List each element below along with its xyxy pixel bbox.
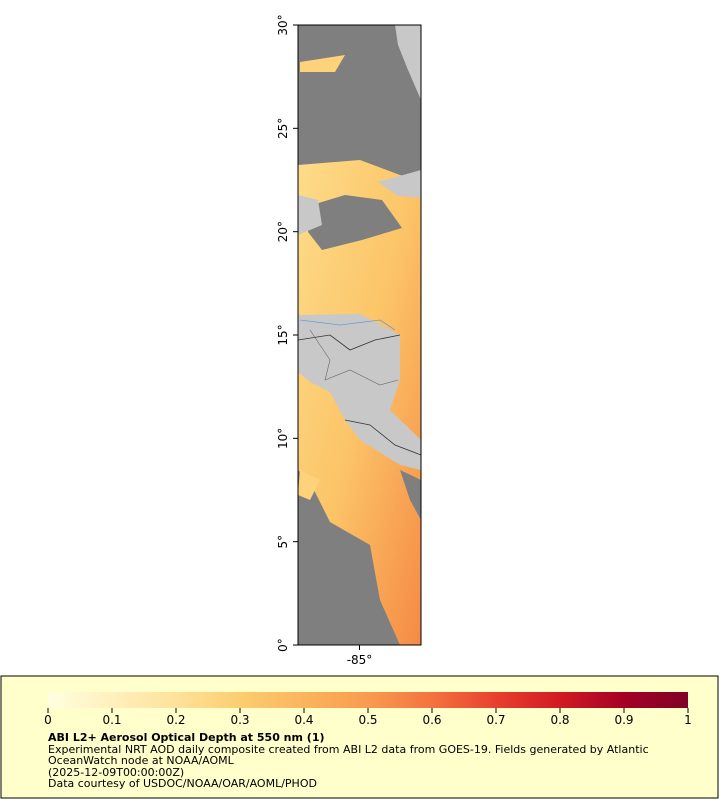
- colorbar-tick-label: 0.4: [294, 713, 313, 727]
- map-image: [297, 24, 422, 646]
- border: [344, 419, 422, 456]
- aod-patch: [298, 470, 320, 500]
- colorbar-tick-label: 0.1: [102, 713, 121, 727]
- land: [298, 314, 421, 470]
- legend-line: Experimental NRT AOD daily composite cre…: [48, 742, 649, 768]
- land: [395, 25, 421, 100]
- legend-text: ABI L2+ Aerosol Optical Depth at 550 nm …: [48, 732, 678, 790]
- colorbar-tick-label: 0.5: [358, 713, 377, 727]
- colorbar-tick-label: 0: [44, 713, 52, 727]
- border: [309, 329, 399, 386]
- legend-line: (2025-12-09T00:00:00Z): [48, 765, 185, 779]
- nodata-patch: [308, 195, 402, 250]
- colorbar-tick-label: 0.6: [422, 713, 441, 727]
- y-tick-label: 0°: [276, 638, 290, 652]
- y-tick-label: 5°: [276, 535, 290, 549]
- colorbar-tick-label: 0.9: [614, 713, 633, 727]
- colorbar: [48, 692, 688, 708]
- legend-line: Data courtesy of USDOC/NOAA/OAR/AOML/PHO…: [48, 777, 317, 791]
- y-tick-label: 20°: [276, 221, 290, 242]
- colorbar-tick-label: 1: [684, 713, 692, 727]
- colorbar-tick-label: 0.8: [550, 713, 569, 727]
- nodata-patch: [298, 522, 392, 645]
- land: [298, 195, 322, 235]
- land: [378, 170, 421, 198]
- colorbar-tick-label: 0.3: [230, 713, 249, 727]
- border: [297, 334, 401, 351]
- y-tick-label: 30°: [276, 14, 290, 35]
- aod-patch: [300, 55, 345, 72]
- colorbar-tick-label: 0.7: [486, 713, 505, 727]
- legend-title: ABI L2+ Aerosol Optical Depth at 550 nm …: [48, 731, 325, 744]
- y-tick-label: 25°: [276, 118, 290, 139]
- river: [299, 319, 396, 331]
- y-tick-label: 15°: [276, 324, 290, 345]
- y-tick-label: 10°: [276, 428, 290, 449]
- x-tick-label: -85°: [347, 653, 373, 667]
- colorbar-tick-label: 0.2: [166, 713, 185, 727]
